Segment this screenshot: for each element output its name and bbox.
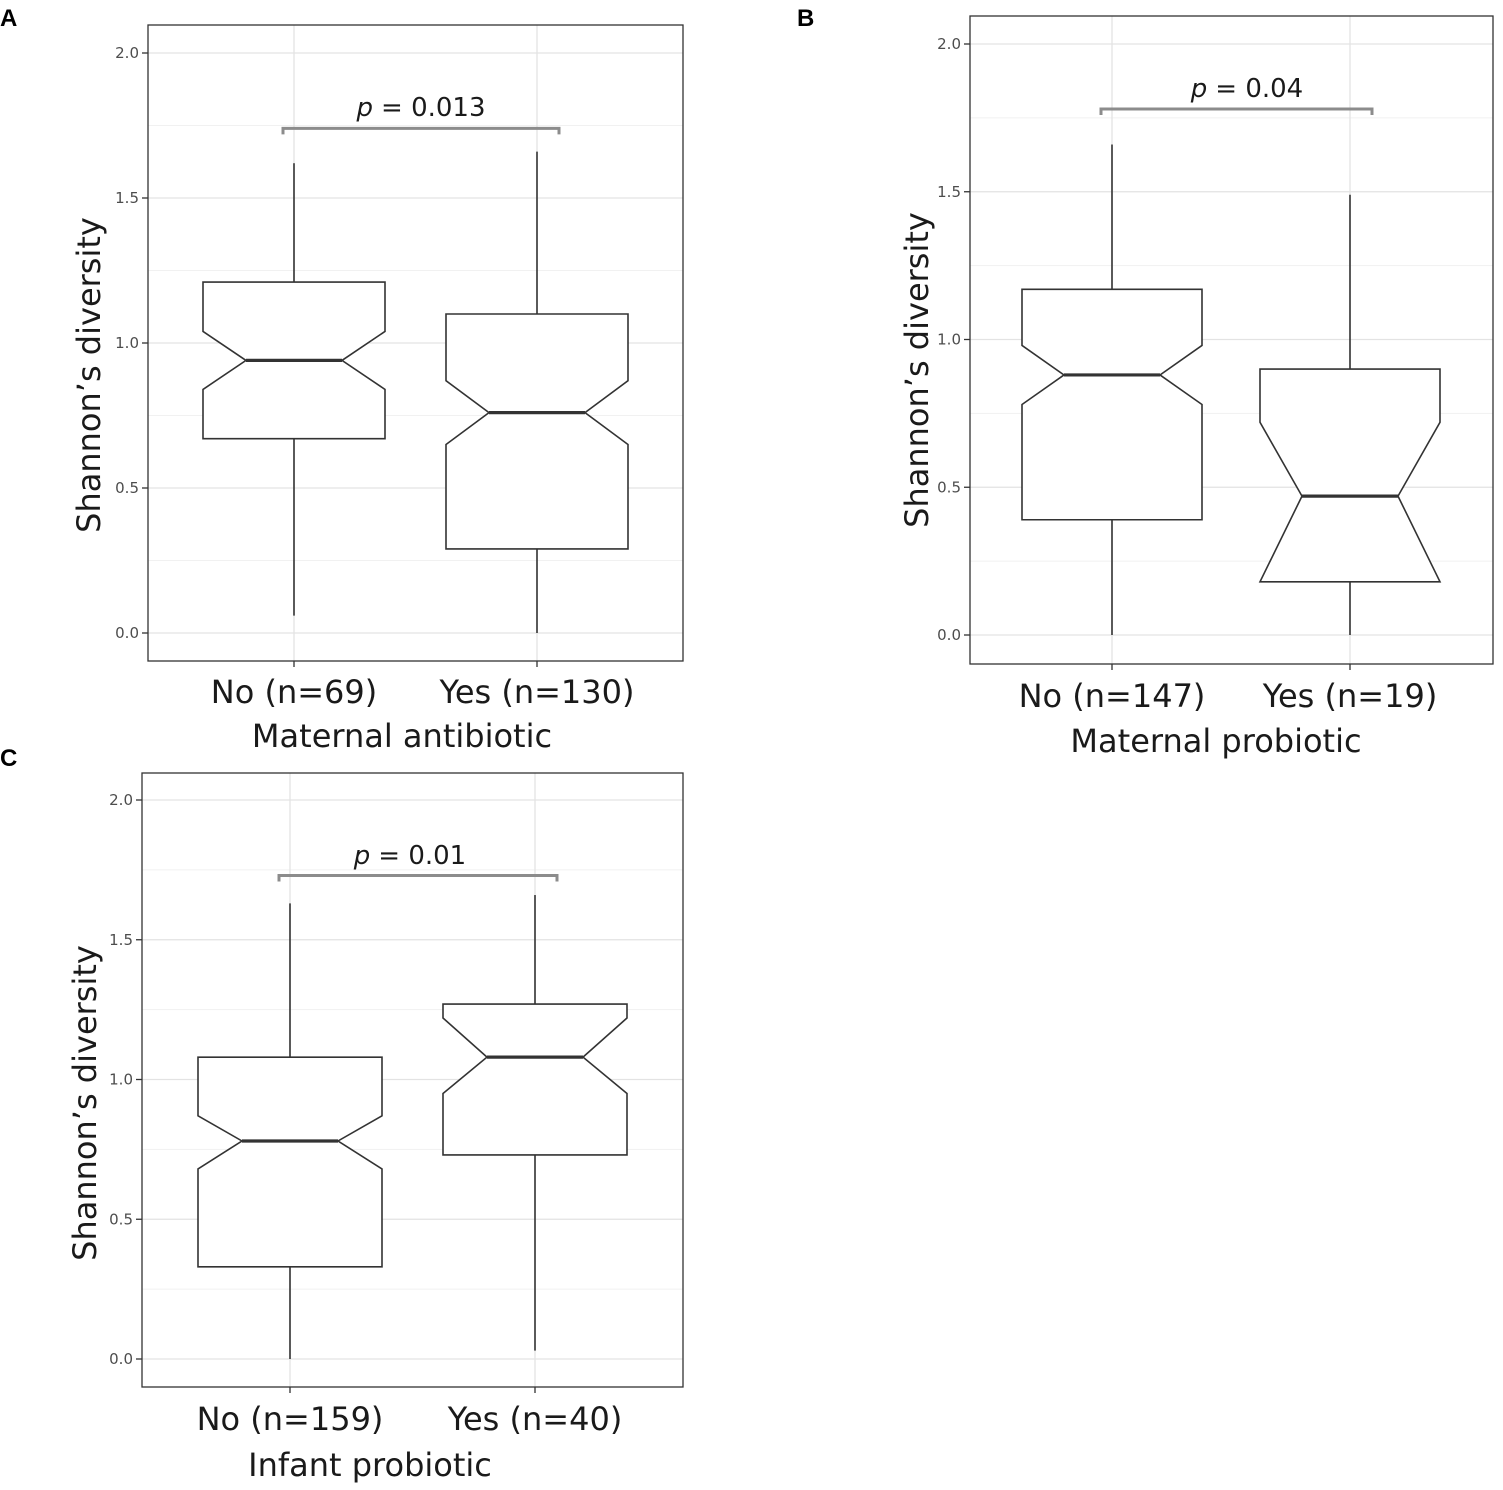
panel-a-p-symbol: p (356, 93, 374, 123)
panel-b-plot-frame (969, 15, 1494, 665)
panel-c-y-tick-label: 1.5 (109, 931, 133, 949)
panel-a-notched-box (445, 313, 629, 550)
panel-c-category-label: Yes (n=40) (447, 1400, 623, 1438)
panel-c-category-label: No (n=159) (197, 1400, 384, 1438)
panel-c-plot-frame (141, 772, 684, 1388)
panel-b-p-symbol: p (1190, 74, 1208, 104)
panel-c-notched-box (197, 1056, 383, 1268)
panel-a-x-axis-title: Maternal antibiotic (252, 717, 552, 755)
panel-a-category-label: Yes (n=130) (439, 673, 635, 711)
panel-a-y-tick-label: 1.0 (115, 334, 139, 352)
panel-b-category-label: Yes (n=19) (1262, 677, 1438, 715)
panel-c-p-value-label: p = 0.01 (353, 841, 466, 871)
panel-a-plot-frame (147, 24, 684, 662)
panel-a: A 0.0 0.5 1.0 1.5 2.0 No (n=69) Yes (n=130) Sh… (0, 0, 720, 760)
panel-c-y-tick-label: 1.0 (109, 1071, 133, 1089)
panel-a-y-tick-label: 0.5 (115, 479, 139, 497)
panel-c-y-axis-title: Shannon’s diversity (66, 945, 104, 1261)
panel-c-x-axis-title: Infant probiotic (248, 1446, 492, 1484)
panel-a-y-tick-label: 2.0 (115, 44, 139, 62)
panel-b-notched-box (1021, 288, 1203, 521)
panel-b-x-axis-title: Maternal probiotic (1070, 722, 1361, 760)
panel-b-y-axis-title: Shannon’s diversity (898, 212, 936, 528)
panel-c-y-tick-label: 0.5 (109, 1210, 133, 1228)
panel-c-y-tick-label: 2.0 (109, 791, 133, 809)
panel-b-significance-bracket (1099, 107, 1374, 116)
panel-a-p-value: = 0.013 (381, 93, 485, 123)
panel-c-notched-box (442, 1003, 628, 1156)
panel-a-p-value-label: p = 0.013 (356, 93, 486, 123)
panel-b-chart: B 0.0 0.5 1.0 1.5 2.0 No (n=147) Yes (n=19) Sh… (797, 5, 1494, 760)
panel-c-letter: C (0, 745, 17, 772)
panel-b-y-tick-label: 2.0 (937, 35, 961, 53)
panel-a-y-tick-label: 0.0 (115, 624, 139, 642)
panel-c-significance-bracket (277, 873, 559, 882)
panel-b-y-tick-label: 0.0 (937, 626, 961, 644)
panel-b-y-tick-label: 0.5 (937, 478, 961, 496)
panel-b-category-label: No (n=147) (1019, 677, 1206, 715)
panel-b-y-tick-label: 1.0 (937, 331, 961, 349)
panel-b-p-value: = 0.04 (1215, 74, 1303, 104)
panel-b-letter: B (797, 5, 814, 32)
panel-a-letter: A (0, 5, 17, 32)
panel-b: B 0.0 0.5 1.0 1.5 2.0 No (n=147) Yes (n=19) Sh… (790, 0, 1503, 770)
panel-a-y-axis-title: Shannon’s diversity (70, 217, 108, 533)
panel-a-y-tick-label: 1.5 (115, 189, 139, 207)
panel-c-p-value: = 0.01 (378, 841, 466, 871)
panel-a-chart: A 0.0 0.5 1.0 1.5 2.0 No (n=69) Yes (n=130) Sh… (0, 5, 684, 755)
panel-b-p-value-label: p = 0.04 (1190, 74, 1303, 104)
panel-c: C 0.0 0.5 1.0 1.5 2.0 No (n=159) Yes (n=40) Sh… (0, 740, 720, 1490)
panel-a-significance-bracket (281, 126, 561, 135)
panel-c-chart: C 0.0 0.5 1.0 1.5 2.0 No (n=159) Yes (n=40) Sh… (0, 745, 684, 1484)
panel-b-y-tick-label: 1.5 (937, 183, 961, 201)
panel-a-category-label: No (n=69) (211, 673, 377, 711)
panel-c-p-symbol: p (353, 841, 371, 871)
panel-b-notched-box (1258, 368, 1442, 583)
panel-c-y-tick-label: 0.0 (109, 1350, 133, 1368)
